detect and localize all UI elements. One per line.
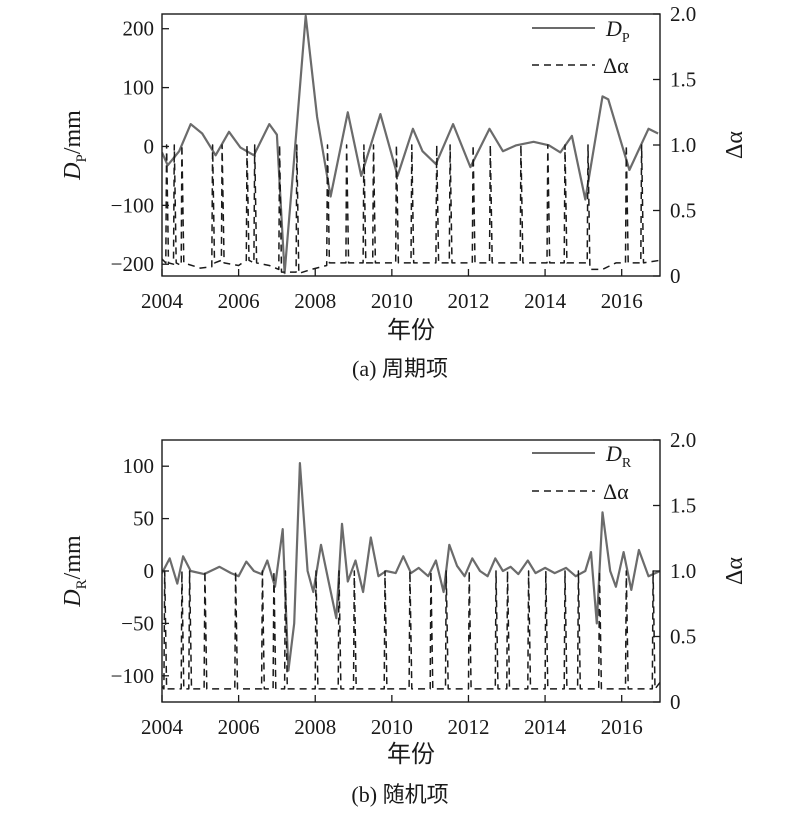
series-line-delta-alpha [162, 570, 660, 690]
x-tick-label: 2014 [524, 289, 567, 313]
x-tick-label: 2016 [601, 289, 643, 313]
y2-tick-label: 1.5 [670, 494, 696, 518]
panel-a-caption: (a) 周期项 [352, 356, 448, 381]
y-tick-label: 50 [133, 507, 154, 531]
x-tick-label: 2008 [294, 715, 336, 739]
y-tick-label: 0 [144, 559, 155, 583]
panel-b-y-axis-label: DR/mm [60, 535, 90, 608]
y2-tick-label: 0.5 [670, 199, 696, 223]
series-line-displacement [162, 14, 659, 275]
panel-a-y-axis-label: DP/mm [60, 110, 90, 181]
panel-a-x-axis-label: 年份 [387, 317, 435, 344]
y2-tick-label: 1.0 [670, 133, 696, 157]
x-tick-label: 2012 [447, 715, 489, 739]
x-tick-label: 2010 [371, 289, 413, 313]
y-tick-label: 200 [123, 17, 155, 41]
y-tick-label: 100 [123, 454, 155, 478]
legend-label-dp: DP [605, 16, 630, 46]
y2-tick-label: 0 [670, 264, 681, 288]
y2-tick-label: 2.0 [670, 428, 696, 452]
panel-a-y2-axis-label: Δα [722, 131, 748, 159]
panel-a-data-layer [162, 14, 660, 275]
x-tick-label: 2014 [524, 715, 567, 739]
panel-b-y2-axis-label: Δα [722, 557, 748, 585]
y2-tick-label: 2.0 [670, 2, 696, 26]
x-tick-label: 2004 [141, 715, 184, 739]
panel-b-legend: DR Δα [532, 441, 632, 504]
panel-a-legend: DP Δα [532, 16, 630, 78]
panel-b-random-term: 2004 2006 2008 2010 2012 2014 2016 −100 −50 0 50 10… [60, 428, 748, 807]
legend-label-delta-alpha: Δα [603, 479, 629, 504]
x-tick-label: 2016 [601, 715, 643, 739]
x-tick-label: 2004 [141, 289, 184, 313]
x-tick-label: 2006 [218, 289, 260, 313]
y-tick-label: 0 [144, 134, 155, 158]
panel-b-ticks: 2004 2006 2008 2010 2012 2014 2016 −100 −50 0 50 10… [111, 428, 697, 739]
y2-tick-label: 1.5 [670, 68, 696, 92]
panel-a-periodic-term: 2004 2006 2008 2010 2012 2014 2016 −200 −100 0 100… [60, 2, 748, 381]
x-tick-label: 2006 [218, 715, 260, 739]
x-tick-label: 2008 [294, 289, 336, 313]
y-tick-label: −100 [111, 664, 154, 688]
y-tick-label: 100 [123, 76, 155, 100]
panel-b-caption: (b) 随机项 [351, 782, 448, 807]
y2-tick-label: 1.0 [670, 559, 696, 583]
x-tick-label: 2012 [447, 289, 489, 313]
panel-b-x-axis-label: 年份 [387, 741, 435, 768]
y-tick-label: −100 [111, 193, 154, 217]
y-tick-label: −50 [121, 611, 154, 635]
legend-label-delta-alpha: Δα [603, 53, 629, 78]
panel-a-ticks: 2004 2006 2008 2010 2012 2014 2016 −200 −100 0 100… [111, 2, 697, 313]
y2-tick-label: 0 [670, 690, 681, 714]
legend-label-dr: DR [605, 441, 632, 471]
y-tick-label: −200 [111, 252, 154, 276]
panel-b-data-layer [162, 462, 660, 690]
x-tick-label: 2010 [371, 715, 413, 739]
series-line-displacement [162, 462, 660, 672]
panel-a-plot-frame [161, 13, 661, 277]
y2-tick-label: 0.5 [670, 625, 696, 649]
series-line-delta-alpha [162, 144, 660, 275]
